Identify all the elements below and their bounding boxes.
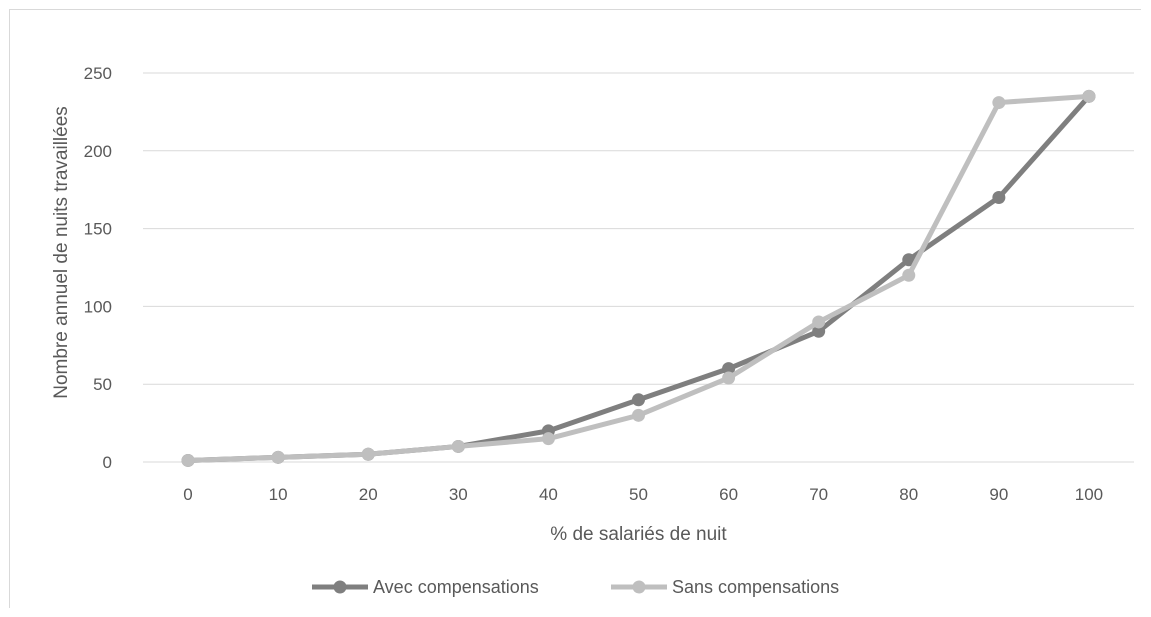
legend: Avec compensations Sans compensations bbox=[312, 577, 839, 597]
series-group bbox=[181, 89, 1096, 467]
x-tick-label: 40 bbox=[539, 485, 558, 504]
data-point bbox=[451, 439, 465, 453]
series-2 bbox=[181, 89, 1096, 467]
data-point bbox=[812, 324, 826, 338]
x-tick-label: 50 bbox=[629, 485, 648, 504]
x-tick-label: 80 bbox=[899, 485, 918, 504]
legend-label: Avec compensations bbox=[373, 577, 539, 597]
data-point bbox=[992, 96, 1006, 110]
legend-marker bbox=[333, 580, 347, 594]
y-tick-label: 200 bbox=[84, 142, 112, 161]
x-tick-label: 20 bbox=[359, 485, 378, 504]
data-point bbox=[181, 453, 195, 467]
chart-frame bbox=[9, 9, 1141, 608]
x-tick-label: 30 bbox=[449, 485, 468, 504]
x-axis-ticks: 0 10 20 30 40 50 60 70 80 90 100 bbox=[183, 485, 1103, 504]
data-point bbox=[541, 432, 555, 446]
data-point bbox=[271, 450, 285, 464]
x-axis-title: % de salariés de nuit bbox=[550, 524, 727, 545]
data-point bbox=[632, 408, 645, 422]
data-point bbox=[1082, 89, 1096, 103]
x-tick-label: 0 bbox=[183, 485, 192, 504]
legend-item-2: Sans compensations bbox=[611, 577, 839, 597]
legend-item-1: Avec compensations bbox=[312, 577, 539, 597]
legend-label: Sans compensations bbox=[672, 577, 839, 597]
x-tick-label: 100 bbox=[1075, 485, 1103, 504]
data-point bbox=[722, 362, 736, 376]
data-point bbox=[902, 253, 916, 267]
data-point bbox=[632, 393, 645, 407]
y-tick-label: 100 bbox=[84, 297, 112, 316]
y-axis-ticks: 0 50 100 150 200 250 bbox=[84, 64, 112, 472]
y-axis-title: Nombre annuel de nuits travaillées bbox=[51, 106, 72, 399]
data-point bbox=[361, 447, 375, 461]
data-point bbox=[722, 371, 736, 385]
x-tick-label: 60 bbox=[719, 485, 738, 504]
x-tick-label: 10 bbox=[269, 485, 288, 504]
data-point bbox=[992, 190, 1006, 204]
y-tick-label: 0 bbox=[103, 453, 112, 472]
x-tick-label: 70 bbox=[809, 485, 828, 504]
data-point bbox=[902, 268, 916, 282]
y-tick-label: 150 bbox=[84, 220, 112, 239]
gridlines bbox=[143, 72, 1134, 463]
y-tick-label: 250 bbox=[84, 64, 112, 83]
legend-marker bbox=[632, 580, 646, 594]
x-tick-label: 90 bbox=[989, 485, 1008, 504]
y-tick-label: 50 bbox=[93, 375, 112, 394]
data-point bbox=[812, 315, 826, 329]
